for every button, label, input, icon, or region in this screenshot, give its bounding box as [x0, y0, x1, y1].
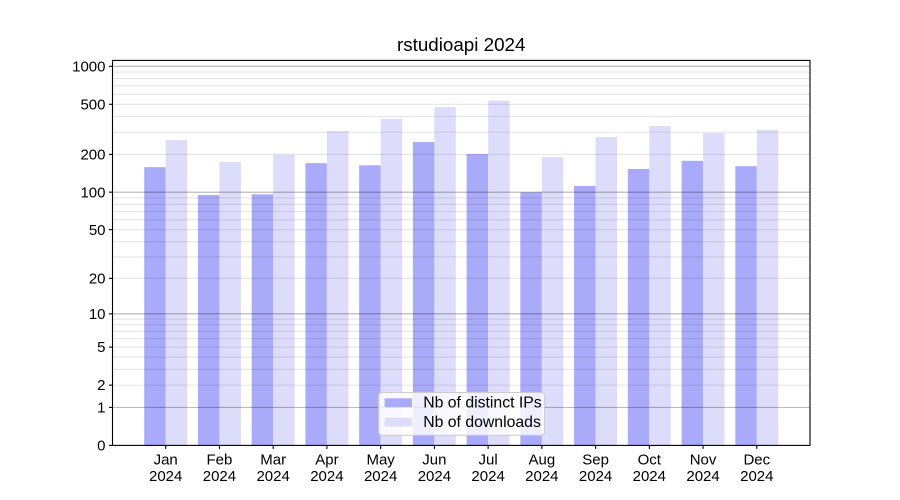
svg-text:Oct: Oct	[638, 452, 662, 469]
svg-text:Jul: Jul	[479, 452, 498, 469]
svg-text:200: 200	[80, 147, 105, 164]
svg-text:2024: 2024	[471, 468, 504, 485]
svg-text:2024: 2024	[686, 468, 719, 485]
svg-text:Jun: Jun	[422, 452, 446, 469]
svg-text:2024: 2024	[364, 468, 397, 485]
svg-text:Mar: Mar	[260, 452, 286, 469]
svg-text:Aug: Aug	[528, 452, 555, 469]
svg-text:10: 10	[89, 306, 106, 323]
svg-text:0: 0	[97, 438, 105, 455]
svg-text:2024: 2024	[418, 468, 451, 485]
svg-text:Nb of downloads: Nb of downloads	[423, 414, 541, 431]
svg-text:2024: 2024	[256, 468, 289, 485]
svg-text:Dec: Dec	[743, 452, 770, 469]
svg-text:2024: 2024	[203, 468, 236, 485]
svg-text:Nb of distinct IPs: Nb of distinct IPs	[423, 395, 542, 412]
svg-text:2024: 2024	[149, 468, 182, 485]
svg-text:1000: 1000	[72, 58, 105, 75]
svg-text:20: 20	[89, 270, 106, 287]
svg-text:2024: 2024	[525, 468, 558, 485]
svg-text:50: 50	[89, 222, 106, 239]
svg-text:Jan: Jan	[154, 452, 178, 469]
svg-text:Nov: Nov	[690, 452, 717, 469]
svg-text:2024: 2024	[310, 468, 343, 485]
svg-text:Feb: Feb	[207, 452, 233, 469]
svg-text:rstudioapi 2024: rstudioapi 2024	[397, 34, 525, 55]
svg-text:May: May	[366, 452, 395, 469]
svg-text:2: 2	[97, 377, 105, 394]
svg-text:Sep: Sep	[582, 452, 609, 469]
svg-text:500: 500	[80, 96, 105, 113]
svg-text:5: 5	[97, 339, 105, 356]
svg-text:2024: 2024	[579, 468, 612, 485]
svg-text:100: 100	[80, 184, 105, 201]
svg-text:1: 1	[97, 399, 105, 416]
svg-text:2024: 2024	[740, 468, 773, 485]
svg-text:2024: 2024	[633, 468, 666, 485]
svg-text:Apr: Apr	[315, 452, 338, 469]
